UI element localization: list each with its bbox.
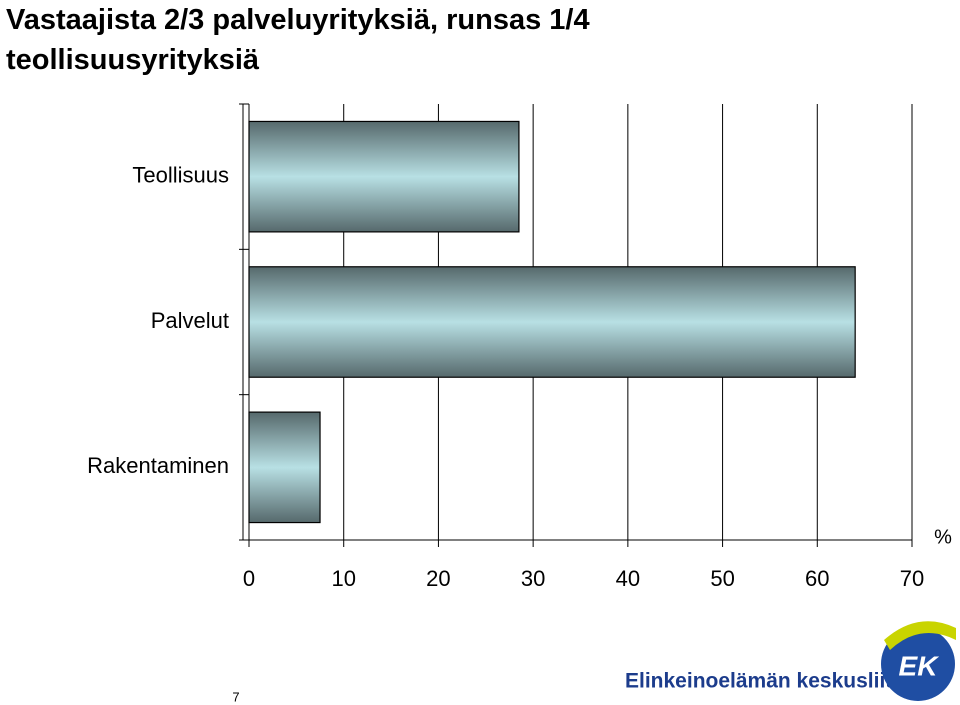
x-tick-label: 40 xyxy=(616,566,640,591)
logo-text: EK xyxy=(899,650,940,681)
y-tick-label: Palvelut xyxy=(151,308,229,333)
x-tick-label: 20 xyxy=(426,566,450,591)
x-tick-label: 50 xyxy=(710,566,734,591)
x-tick-label: 60 xyxy=(805,566,829,591)
x-tick-label: 0 xyxy=(243,566,255,591)
y-tick-label: Rakentaminen xyxy=(87,453,229,478)
y-tick-label: Teollisuus xyxy=(132,162,229,187)
x-axis-unit: % xyxy=(934,526,952,548)
page-number: 7 xyxy=(232,689,239,704)
chart-title: Vastaajista 2/3 palveluyrityksiä, runsas… xyxy=(6,4,590,76)
bar xyxy=(248,120,520,233)
logo-circle xyxy=(881,627,955,701)
bar xyxy=(248,266,856,378)
x-tick-label: 10 xyxy=(331,566,355,591)
logo-swoosh xyxy=(884,621,956,650)
x-tick-label: 30 xyxy=(521,566,545,591)
logo: EK xyxy=(881,621,956,701)
organization-name: Elinkeinoelämän keskusliitto xyxy=(625,670,912,693)
x-tick-label: 70 xyxy=(900,566,924,591)
bar xyxy=(248,411,321,524)
